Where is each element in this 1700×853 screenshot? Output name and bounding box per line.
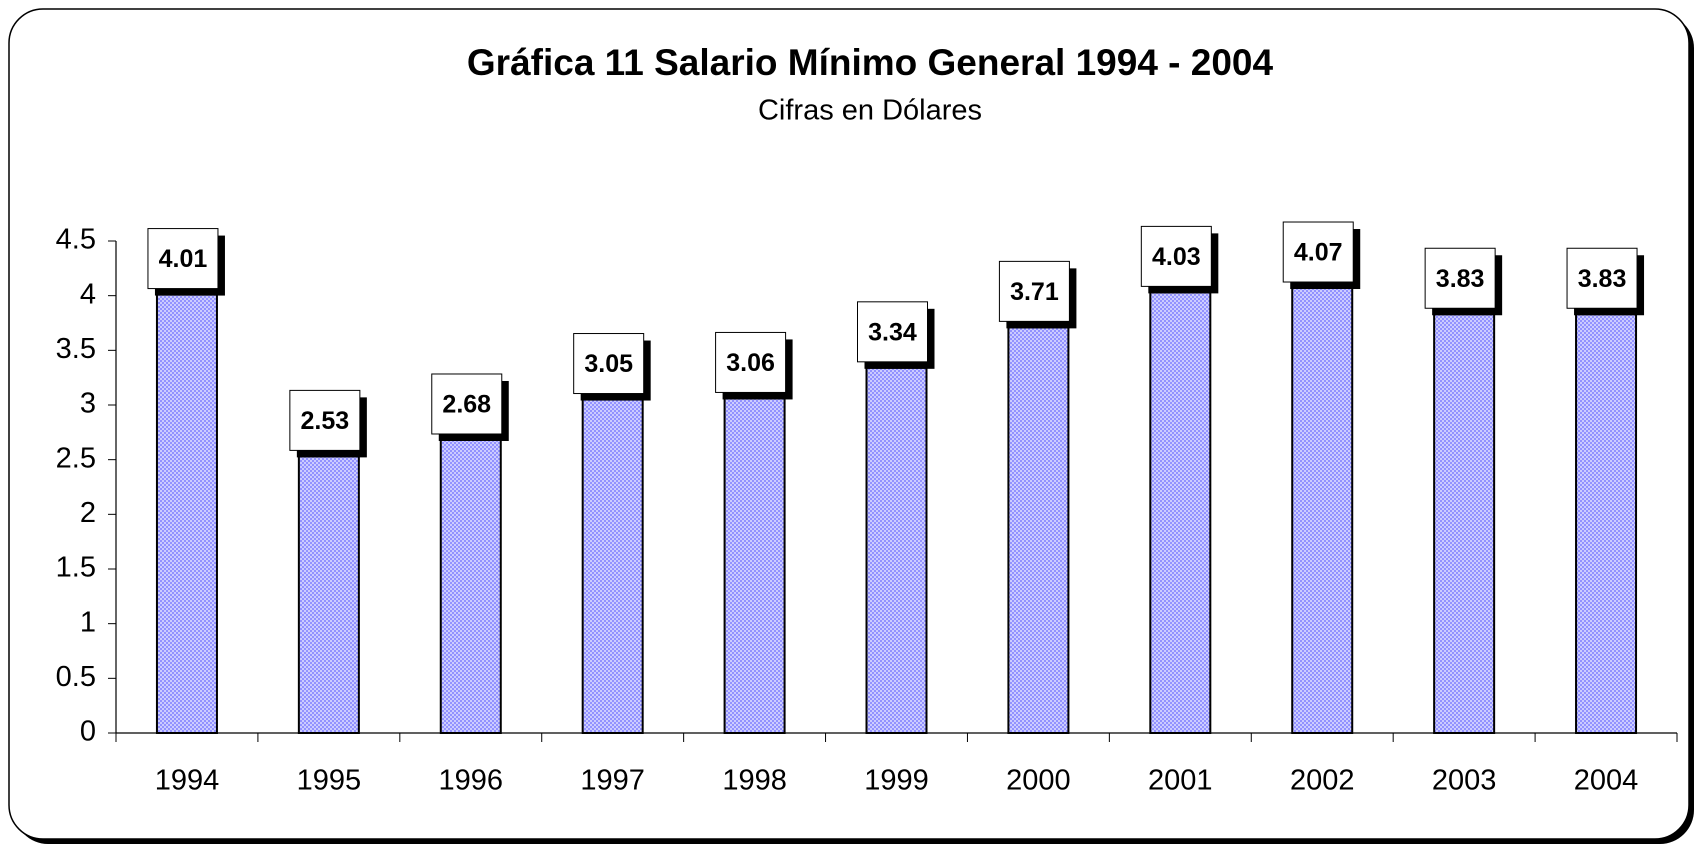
label-box (1282, 221, 1354, 283)
y-tick-label: 4 (80, 278, 96, 310)
data-label: 3.71 (1010, 278, 1059, 306)
x-tick-label: 2003 (1432, 765, 1497, 797)
label-box (998, 260, 1070, 322)
label-box (147, 228, 219, 290)
x-tick-label: 2001 (1148, 765, 1213, 797)
bar (297, 455, 360, 734)
bar (1149, 291, 1212, 734)
data-label: 4.07 (1294, 239, 1343, 267)
label-box (857, 301, 928, 363)
data-label: 3.34 (868, 318, 917, 346)
bar (865, 366, 928, 734)
x-tick-label: 2000 (1006, 765, 1071, 797)
label-box (1424, 247, 1496, 309)
label-box (1140, 225, 1212, 287)
bar (723, 397, 786, 734)
y-tick-label: 3.5 (56, 333, 96, 365)
x-tick-label: 1997 (580, 765, 645, 797)
y-tick-label: 4.5 (56, 224, 96, 256)
data-label: 3.83 (1578, 265, 1627, 293)
x-tick-label: 1995 (297, 765, 362, 797)
bar (1433, 313, 1496, 734)
y-tick-label: 2 (80, 497, 96, 529)
bar (1575, 313, 1638, 734)
label-box (1566, 247, 1638, 309)
data-label: 2.53 (301, 407, 350, 435)
y-tick-label: 1 (80, 606, 96, 638)
bar (1291, 287, 1354, 734)
bar (439, 438, 502, 734)
label-box (431, 373, 503, 435)
x-tick-label: 1994 (155, 765, 220, 797)
frame (8, 8, 1690, 840)
y-tick-label: 1.5 (56, 552, 96, 584)
data-label: 3.05 (584, 350, 633, 378)
data-label: 4.03 (1152, 243, 1201, 271)
label-box (289, 389, 361, 451)
bar (1007, 326, 1070, 734)
label-box (715, 331, 787, 393)
y-tick-label: 2.5 (56, 442, 96, 474)
x-tick-label: 2004 (1574, 765, 1639, 797)
chart-title: Gráfica 11 Salario Mínimo General 1994 -… (467, 42, 1274, 83)
data-label: 4.01 (159, 245, 208, 273)
x-tick-label: 1998 (722, 765, 787, 797)
x-tick-label: 1996 (439, 765, 504, 797)
chart-subtitle: Cifras en Dólares (758, 95, 982, 127)
data-label: 3.06 (726, 349, 775, 377)
x-tick-label: 2002 (1290, 765, 1355, 797)
bar (155, 293, 218, 734)
x-tick-label: 1999 (864, 765, 929, 797)
y-tick-label: 0.5 (56, 661, 96, 693)
data-label: 3.83 (1436, 265, 1485, 293)
label-box (573, 333, 645, 395)
bar (581, 398, 644, 734)
y-tick-label: 0 (80, 716, 96, 748)
y-tick-label: 3 (80, 388, 96, 420)
data-label: 2.68 (442, 391, 491, 419)
